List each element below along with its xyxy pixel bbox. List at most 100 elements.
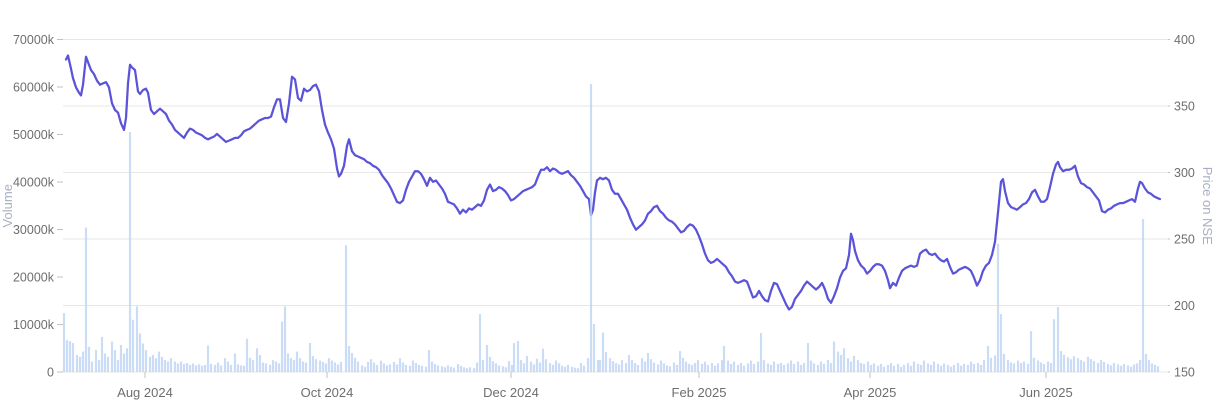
volume-bar: [382, 363, 386, 372]
volume-bar: [163, 360, 167, 372]
volume-bar: [640, 358, 644, 372]
volume-bar: [902, 364, 906, 372]
volume-bar: [206, 345, 210, 372]
volume-bar: [1147, 360, 1151, 372]
volume-bar: [491, 361, 495, 372]
volume-bar: [554, 360, 558, 372]
volume-bar: [832, 341, 836, 372]
volume-bar: [672, 362, 676, 372]
volume-bar: [892, 365, 896, 372]
volume-bar: [1119, 365, 1123, 372]
volume-bar: [71, 343, 75, 372]
volume-bar: [756, 361, 760, 372]
volume-bar: [656, 364, 660, 372]
volume-bar: [1016, 360, 1020, 372]
axis-tick-marks: [57, 39, 1170, 378]
left-axis-tick-label: 30000k: [13, 223, 55, 237]
volume-bar: [456, 363, 460, 372]
volume-bar: [1039, 362, 1043, 372]
volume-bar: [563, 366, 567, 372]
volume-bar: [652, 362, 656, 372]
volume-bar: [816, 364, 820, 372]
volume-bar: [972, 363, 976, 372]
volume-bar: [986, 345, 990, 372]
volume-bar: [668, 366, 672, 372]
volume-bar: [573, 367, 577, 372]
volume-bar: [1012, 363, 1016, 372]
volume-bar: [633, 363, 637, 372]
volume-bar: [1042, 363, 1046, 372]
volume-bar: [809, 360, 813, 372]
volume-bar: [716, 363, 720, 372]
volume-bar: [696, 360, 700, 372]
volume-bar: [385, 365, 389, 372]
volume-bar: [896, 363, 900, 372]
volume-bar: [1019, 363, 1023, 372]
volume-bar: [952, 364, 956, 372]
volume-bar: [969, 361, 973, 372]
volume-bar: [414, 363, 418, 372]
volume-bar: [822, 363, 826, 372]
volume-bar: [946, 364, 950, 372]
volume-bar: [604, 352, 608, 372]
volume-bar: [611, 361, 615, 372]
volume-bar: [776, 363, 780, 372]
volume-bar: [440, 366, 444, 372]
volume-bar: [84, 227, 88, 372]
volume-bar: [589, 84, 593, 372]
volume-bar: [169, 358, 173, 372]
volume-bar: [1029, 331, 1033, 372]
volume-bar: [301, 361, 305, 372]
volume-bar: [420, 365, 424, 372]
volume-bar: [1066, 357, 1070, 372]
volume-bar: [173, 361, 177, 372]
volume-bar: [94, 350, 98, 372]
volume-bar: [327, 358, 331, 372]
right-axis-title: Price on NSE: [1200, 167, 1213, 245]
volume-bar: [792, 363, 796, 372]
x-axis-tick-label: Feb 2025: [672, 385, 727, 400]
volume-bar: [1150, 363, 1154, 372]
volume-bar: [363, 366, 367, 372]
volume-bar: [512, 343, 516, 372]
volume-bar: [713, 365, 717, 372]
volume-bar: [286, 353, 290, 372]
volume-bar: [1129, 366, 1133, 372]
volume-bar: [395, 364, 399, 372]
volume-bar: [135, 306, 139, 372]
volume-bar: [627, 354, 631, 372]
volume-bar: [812, 363, 816, 372]
volume-bar: [417, 364, 421, 372]
volume-bar: [1072, 356, 1076, 372]
volume-bar: [1144, 353, 1148, 372]
volume-bar: [151, 354, 155, 372]
volume-bar: [226, 361, 230, 372]
volume-bar: [643, 361, 647, 372]
volume-bar: [1141, 219, 1145, 372]
volume-bar: [906, 363, 910, 372]
volume-bar: [1009, 362, 1013, 372]
volume-bar: [258, 354, 262, 372]
volume-bar: [525, 355, 529, 372]
volume-bar: [739, 363, 743, 372]
volume-bar: [160, 356, 164, 372]
left-axis-tick-label: 40000k: [13, 176, 55, 190]
x-axis-tick-label: Jun 2025: [1019, 385, 1073, 400]
volume-bar: [360, 365, 364, 372]
volume-bar: [624, 363, 628, 372]
volume-bar: [1082, 361, 1086, 372]
volume-bar: [308, 343, 312, 372]
volume-bar: [141, 343, 145, 372]
volume-bar: [1052, 319, 1056, 372]
volume-bar: [846, 358, 850, 372]
volume-bar: [465, 368, 469, 372]
volume-bar: [110, 341, 114, 372]
volume-bar: [926, 363, 930, 372]
volume-bar: [78, 356, 82, 372]
volume-bar: [411, 360, 415, 372]
volume-bar: [956, 363, 960, 372]
volume-bar: [1046, 361, 1050, 372]
volume-bar: [274, 361, 278, 372]
